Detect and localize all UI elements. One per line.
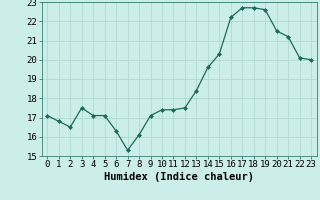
X-axis label: Humidex (Indice chaleur): Humidex (Indice chaleur) bbox=[104, 172, 254, 182]
